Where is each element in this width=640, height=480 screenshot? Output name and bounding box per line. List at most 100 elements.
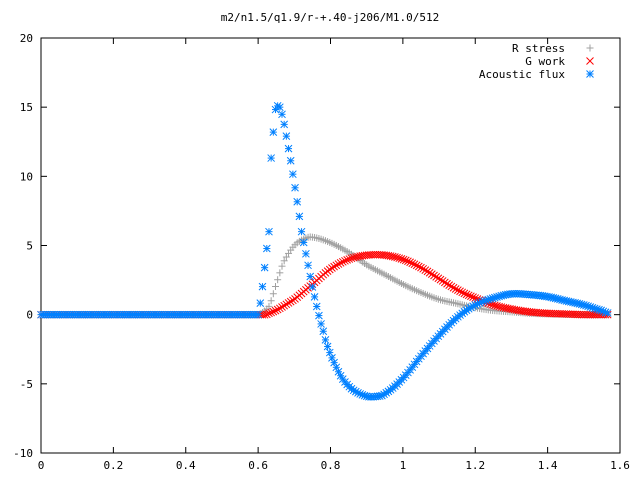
y-tick-label: 20	[20, 32, 33, 45]
data-point	[312, 302, 321, 311]
data-point	[289, 170, 297, 179]
data-point	[265, 309, 273, 318]
legend-marker	[586, 57, 594, 65]
data-point	[267, 154, 276, 162]
data-point	[338, 257, 347, 266]
y-tick-label: 5	[26, 240, 33, 253]
data-point	[401, 256, 410, 265]
data-point	[414, 262, 423, 271]
data-point	[440, 278, 449, 287]
data-point	[321, 336, 330, 344]
legend-label: R stress	[512, 42, 565, 55]
data-point	[449, 283, 458, 292]
data-point	[299, 238, 308, 247]
data-point	[460, 289, 469, 298]
data-point	[343, 256, 351, 264]
data-point	[421, 266, 430, 274]
data-point	[280, 257, 288, 265]
data-point	[328, 264, 336, 272]
chart-title: m2/n1.5/q1.9/r-+.40-j206/M1.0/512	[221, 11, 440, 24]
data-point	[282, 300, 291, 309]
data-point	[334, 260, 343, 268]
data-point	[423, 267, 432, 276]
data-point	[304, 261, 312, 270]
data-point	[397, 254, 406, 263]
data-point	[462, 290, 471, 299]
data-point	[406, 258, 414, 267]
data-point	[395, 254, 404, 263]
data-point	[393, 253, 401, 262]
data-point	[274, 276, 282, 284]
series-acoustic-flux	[37, 101, 612, 401]
data-point	[284, 144, 293, 153]
y-tick-label: 15	[20, 101, 33, 114]
x-tick-label: 1.2	[465, 459, 485, 472]
y-tick-label: 10	[20, 170, 33, 183]
data-point	[282, 132, 291, 141]
data-point	[432, 273, 441, 281]
data-point	[286, 297, 295, 306]
data-point	[306, 272, 315, 281]
data-point	[434, 274, 443, 283]
x-tick-label: 0.2	[103, 459, 123, 472]
data-point	[391, 253, 399, 261]
data-point	[436, 275, 445, 284]
data-point	[341, 256, 349, 265]
data-point	[603, 309, 612, 317]
data-series-layer	[37, 101, 612, 401]
data-point	[412, 261, 421, 270]
data-point	[295, 212, 304, 221]
data-point	[493, 302, 501, 310]
data-point	[425, 268, 434, 277]
data-point	[317, 320, 325, 328]
data-point	[464, 291, 473, 300]
y-tick-label: -10	[13, 447, 33, 460]
data-point	[265, 227, 273, 236]
data-point	[490, 301, 499, 310]
data-point	[262, 310, 271, 319]
data-point	[315, 311, 323, 320]
data-point	[275, 103, 284, 112]
data-point	[267, 308, 276, 317]
data-point	[273, 305, 282, 314]
data-point	[319, 327, 328, 336]
data-point	[469, 293, 477, 302]
data-point	[417, 263, 425, 272]
data-point	[408, 259, 417, 268]
data-point	[447, 282, 456, 291]
legend-marker	[586, 70, 594, 78]
y-tick-label: -5	[20, 378, 33, 391]
data-point	[427, 270, 436, 278]
data-point	[275, 304, 284, 313]
x-tick-label: 1.4	[538, 459, 558, 472]
data-point	[271, 283, 279, 291]
data-point	[458, 288, 467, 297]
data-point	[404, 257, 412, 266]
data-point	[293, 197, 302, 206]
data-point	[278, 262, 286, 270]
legend-label: G work	[525, 55, 565, 68]
x-tick-label: 0.6	[248, 459, 268, 472]
data-point	[254, 310, 262, 319]
data-point	[456, 287, 464, 296]
data-point	[260, 263, 269, 272]
x-tick-label: 1.6	[610, 459, 630, 472]
y-tick-label: 0	[26, 309, 33, 322]
data-point	[278, 303, 286, 311]
data-point	[280, 120, 289, 129]
data-point	[258, 282, 267, 291]
data-point	[332, 261, 341, 270]
data-point	[269, 307, 278, 316]
data-point	[399, 255, 408, 264]
data-point	[267, 297, 275, 305]
data-point	[302, 249, 310, 258]
data-point	[280, 301, 289, 310]
data-point	[451, 285, 460, 293]
plot-area-frame	[40, 37, 621, 454]
series-g-work	[37, 250, 612, 319]
data-point	[265, 302, 273, 310]
data-point	[269, 128, 278, 136]
data-point	[345, 255, 354, 263]
x-tick-label: 0.8	[321, 459, 341, 472]
data-point	[410, 260, 419, 269]
